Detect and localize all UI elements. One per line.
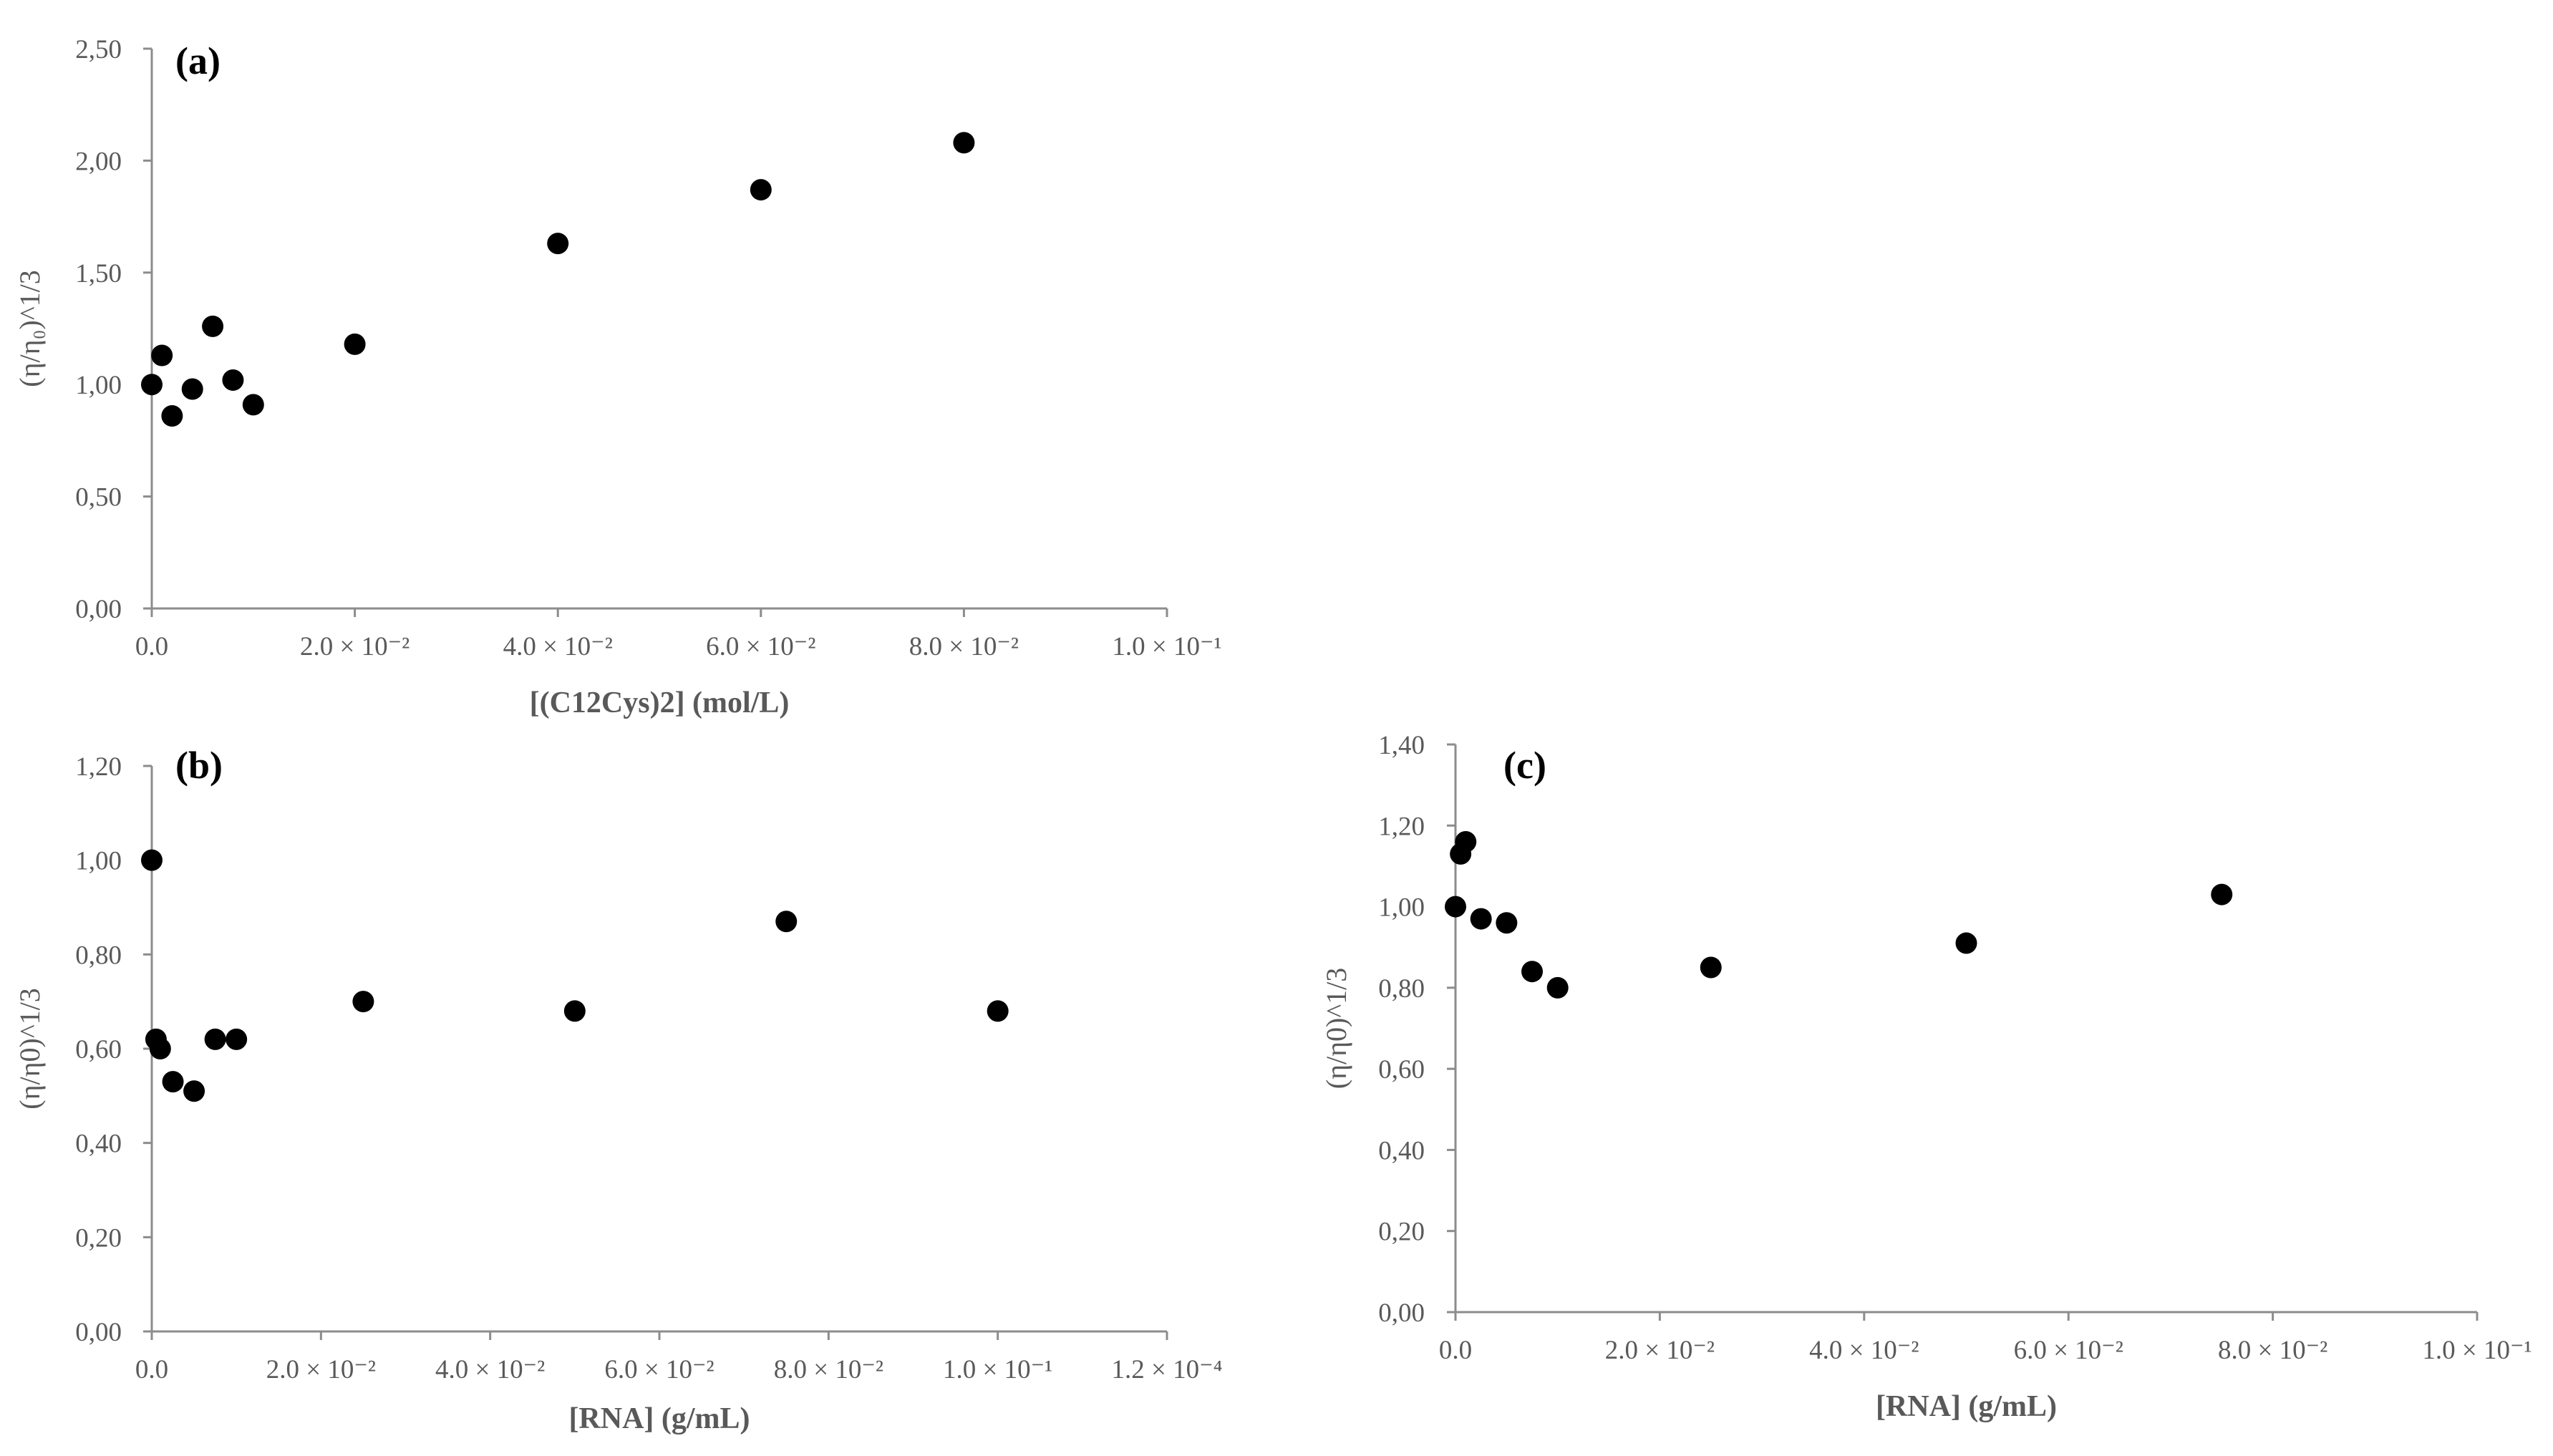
panel-a-x-tick-label: 1.0 × 10⁻¹ [1112,632,1221,661]
panel-c-y-tick-label: 0,80 [1378,974,1425,1004]
panel-c-x-tick-label: 2.0 × 10⁻² [1605,1336,1715,1365]
panel-a-y-tick-label: 1,00 [75,371,122,400]
panel-c-y-tick-label: 1,20 [1378,812,1425,841]
panel-c-y-tick-label: 1,00 [1378,893,1425,923]
panel-c-marks: 0.0 2.0 × 10⁻² 4.0 × 10⁻² 6.0 × 10⁻² 8.0 × 1… [1320,731,2532,1423]
panel-b-y-tick-label: 0,80 [75,941,122,970]
panel-b-y-axis-title: (η/η0)^1/3 [14,988,46,1109]
panel-c-x-tick-label: 0.0 [1439,1336,1472,1365]
panel-b-marks: 0.0 2.0 × 10⁻² 4.0 × 10⁻² 6.0 × 10⁻² 8.0 × 1… [14,752,1223,1435]
panel-b-x-tick-label: 6.0 × 10⁻² [604,1355,714,1384]
panel-b-y-tick-label: 0,40 [75,1130,122,1159]
panel-c-x-tick-label: 8.0 × 10⁻² [2218,1336,2327,1365]
panel-b-y-tick-label: 0,00 [75,1318,122,1347]
panel-b-data-point [204,1028,226,1050]
panel-a-x-axis-title: [(C12Cys)2] (mol/L) [530,686,790,719]
panel-b-data-point [987,1000,1009,1022]
panel-a-y-tick-label: 2,00 [75,147,122,176]
panel-a-data-point [750,179,772,201]
panel-c-x-axis-title: [RNA] (g/mL) [1876,1390,2057,1423]
panel-a: (a) 0.0 2.0 × 10⁻² 4.0 × 10⁻² 6.0 × 10⁻² 8.0… [14,35,1222,719]
panel-b-data-point [563,1000,586,1022]
panel-b-x-tick-label: 0.0 [135,1355,168,1384]
panel-label-a: (a) [175,39,221,82]
panel-b-x-tick-label: 4.0 × 10⁻² [435,1355,545,1384]
panel-label-c: (c) [1503,744,1546,787]
panel-a-x-tick-label: 2.0 × 10⁻² [300,632,410,661]
panel-c: (c) 0.0 2.0 × 10⁻² 4.0 × 10⁻² 6.0 × 10⁻² 8.0… [1320,731,2532,1423]
panel-b-data-point [352,991,374,1013]
panel-b: (b) 0.0 2.0 × 10⁻² 4.0 × 10⁻² 6.0 × 10⁻² 8.0… [14,744,1223,1435]
panel-a-y-axis-title: (η/η₀)^1/3 [14,270,46,387]
panel-c-data-point [1470,908,1492,930]
panel-b-data-point [149,1038,171,1059]
panel-c-data-point [1700,956,1722,979]
panel-a-data-point [181,378,203,400]
panel-c-data-point [1496,912,1518,934]
panel-label-b: (b) [175,744,223,787]
panel-c-y-tick-label: 0,40 [1378,1136,1425,1165]
panel-b-x-tick-label: 1.2 × 10⁻⁴ [1111,1355,1222,1384]
panel-a-x-tick-label: 6.0 × 10⁻² [706,632,815,661]
panel-a-x-tick-label: 8.0 × 10⁻² [909,632,1019,661]
panel-b-data-point [141,849,163,871]
panel-a-data-point [161,404,183,427]
panel-b-y-tick-label: 0,60 [75,1035,122,1064]
panel-a-data-point [953,132,975,154]
panel-c-data-point [1521,961,1544,983]
panel-a-data-point [141,374,163,396]
panel-c-y-tick-label: 1,40 [1378,731,1425,760]
panel-a-data-point [222,369,244,391]
panel-c-x-tick-label: 1.0 × 10⁻¹ [2422,1336,2532,1365]
panel-c-y-tick-label: 0,20 [1378,1218,1425,1247]
panel-a-y-tick-label: 0,00 [75,595,122,624]
panel-b-data-point [775,911,798,933]
panel-c-x-tick-label: 4.0 × 10⁻² [1809,1336,1919,1365]
panel-a-data-point [202,315,224,337]
panel-c-data-point [1546,976,1569,999]
panel-b-x-tick-label: 1.0 × 10⁻¹ [943,1355,1052,1384]
panel-b-x-tick-label: 8.0 × 10⁻² [774,1355,883,1384]
panel-c-x-tick-label: 6.0 × 10⁻² [2014,1336,2123,1365]
panel-a-data-point [151,344,173,367]
panel-b-y-tick-label: 1,00 [75,847,122,876]
panel-b-y-tick-label: 0,20 [75,1223,122,1253]
panel-a-y-tick-label: 1,50 [75,259,122,288]
panel-a-data-point [344,333,366,355]
panel-a-data-point [547,233,569,255]
panel-a-marks: 0.0 2.0 × 10⁻² 4.0 × 10⁻² 6.0 × 10⁻² 8.0 × 1… [14,35,1222,719]
panel-c-data-point [2211,883,2233,906]
panel-c-data-point [1955,932,1977,954]
panel-c-data-point [1445,896,1466,918]
panel-b-data-point [183,1080,205,1102]
panel-a-y-tick-label: 0,50 [75,483,122,513]
panel-b-data-point [162,1071,184,1093]
panel-a-y-tick-label: 2,50 [75,35,122,64]
panel-c-data-point [1455,830,1477,853]
panel-a-data-point [242,394,264,416]
panel-b-y-tick-label: 1,20 [75,752,122,782]
panel-a-x-tick-label: 4.0 × 10⁻² [503,632,613,661]
panel-b-data-point [226,1028,248,1050]
panel-c-y-tick-label: 0,60 [1378,1055,1425,1084]
panel-b-x-tick-label: 2.0 × 10⁻² [266,1355,376,1384]
panel-c-y-axis-title: (η/η0)^1/3 [1320,968,1352,1089]
panel-b-x-axis-title: [RNA] (g/mL) [568,1402,750,1435]
panel-c-y-tick-label: 0,00 [1378,1299,1425,1328]
panel-a-x-tick-label: 0.0 [135,632,168,661]
